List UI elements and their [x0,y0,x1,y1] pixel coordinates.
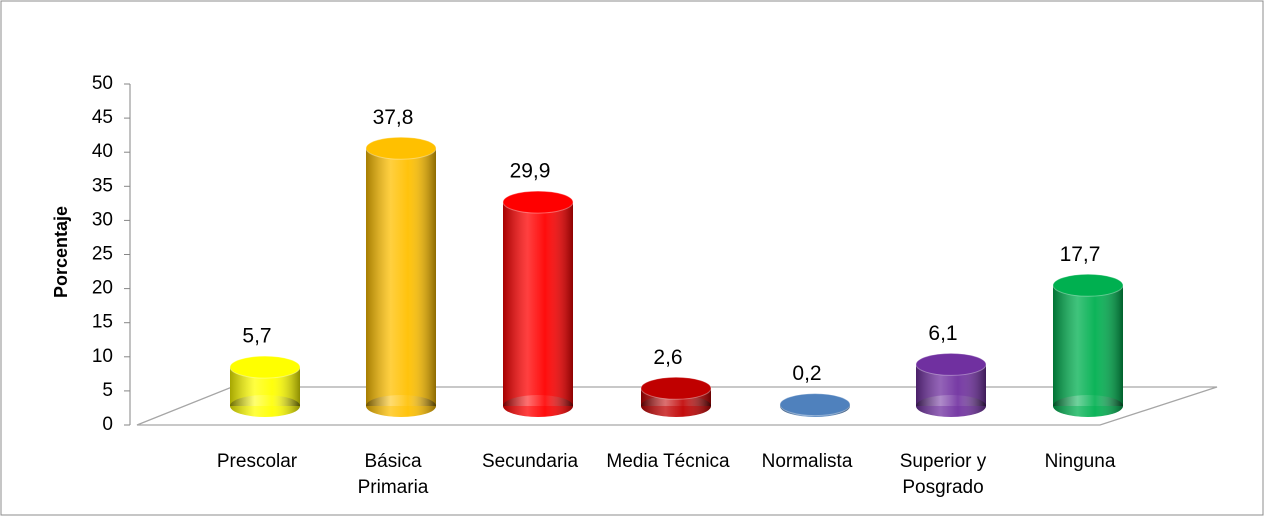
bar-top [229,355,301,379]
bar [502,190,574,417]
value-label: 6,1 [928,322,957,345]
y-tick-label: 15 [92,312,113,333]
bar-top [640,376,712,400]
y-tick-label: 50 [92,73,113,94]
x-tick-label: Normalista [761,451,853,472]
y-tick-label: 25 [92,244,113,265]
value-label: 29,9 [510,160,551,183]
x-tick-label: Secundaria [481,451,579,472]
bar [1052,273,1124,417]
y-tick-label: 10 [92,346,113,367]
value-label: 37,8 [373,106,414,129]
y-tick-label: 5 [102,380,113,401]
x-tick-label: Media Técnica [606,451,730,472]
bar [640,376,712,417]
bar-top [502,190,574,214]
y-tick-label: 20 [92,278,113,299]
x-tick-label: Ninguna [1044,451,1116,472]
y-tick-label: 30 [92,209,113,230]
value-label: 5,7 [242,325,271,348]
value-label: 17,7 [1060,243,1101,266]
bar [915,352,987,417]
y-tick-label: 35 [92,175,113,196]
x-tick-label: Prescolar [216,451,298,472]
y-tick-label: 0 [102,414,113,435]
y-axis-label: Porcentaje [51,206,71,298]
bar [229,355,301,417]
bar-body-shade [1053,285,1123,406]
value-label: 0,2 [792,362,821,385]
bar-top [365,136,437,160]
value-label: 2,6 [653,346,682,369]
bar [779,393,851,417]
bar-top [1052,273,1124,297]
bar-top [779,393,851,417]
y-tick-label: 40 [92,141,113,162]
bar-body-shade [366,148,436,407]
x-tick-label: Básica Primaria [357,451,429,498]
bar-top [915,352,987,376]
x-tick-label: Superior y Posgrado [899,451,987,498]
floor [136,386,1218,426]
bar-body-shade [503,202,573,406]
bar [365,136,437,417]
y-tick-label: 45 [92,107,113,128]
